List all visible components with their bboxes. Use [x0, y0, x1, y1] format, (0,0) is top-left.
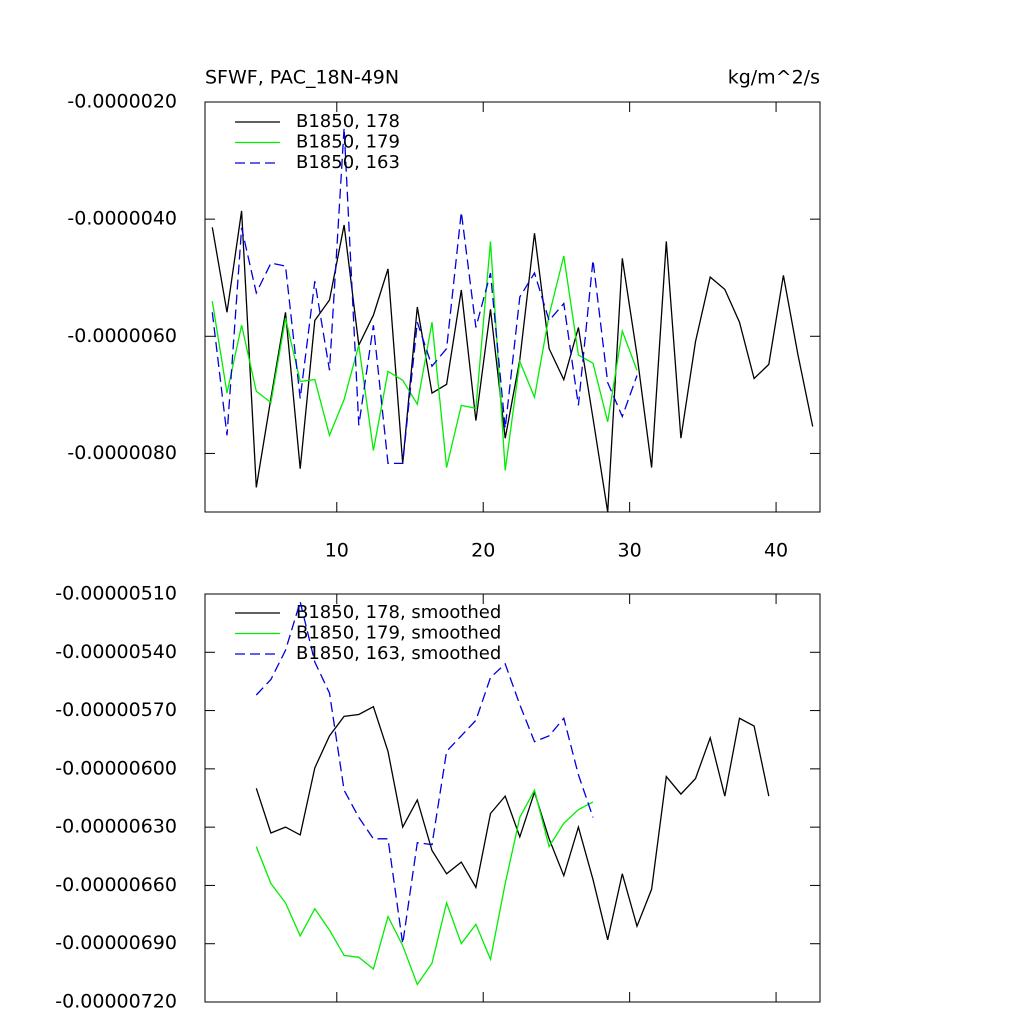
legend-label: B1850, 178, smoothed — [296, 602, 501, 623]
x-tick-label: 20 — [471, 540, 495, 562]
y-tick-label: -0.0000060 — [67, 325, 177, 347]
y-tick-label: -0.00000660 — [55, 874, 177, 896]
series-line — [211, 210, 814, 513]
plot-frame — [204, 593, 821, 1003]
units-label: kg/m^2/s — [728, 67, 820, 89]
series-line — [211, 127, 638, 465]
y-tick-label: -0.0000020 — [67, 91, 177, 113]
y-tick-label: -0.00000510 — [55, 583, 177, 605]
legend-label: B1850, 163, smoothed — [296, 643, 501, 664]
y-tick-label: -0.00000630 — [55, 816, 177, 838]
legend-label: B1850, 179 — [296, 132, 400, 153]
series-line — [211, 241, 638, 471]
x-tick-label: 40 — [764, 540, 788, 562]
plot-frame — [204, 101, 821, 513]
y-tick-label: -0.00000540 — [55, 641, 177, 663]
series-line — [255, 788, 594, 986]
series-line — [255, 599, 594, 944]
series-line — [255, 705, 770, 940]
y-tick-label: -0.00000720 — [55, 991, 177, 1013]
y-tick-label: -0.00000690 — [55, 932, 177, 954]
y-tick-label: -0.0000080 — [67, 442, 177, 464]
legend-label: B1850, 179, smoothed — [296, 623, 501, 644]
legend-label: B1850, 163 — [296, 152, 400, 173]
legend-label: B1850, 178 — [296, 111, 400, 132]
chart-title: SFWF, PAC_18N-49N — [205, 67, 399, 89]
x-tick-label: 10 — [325, 540, 349, 562]
x-tick-label: 30 — [618, 540, 642, 562]
y-tick-label: -0.00000600 — [55, 757, 177, 779]
y-tick-label: -0.0000040 — [67, 208, 177, 230]
y-tick-label: -0.00000570 — [55, 699, 177, 721]
